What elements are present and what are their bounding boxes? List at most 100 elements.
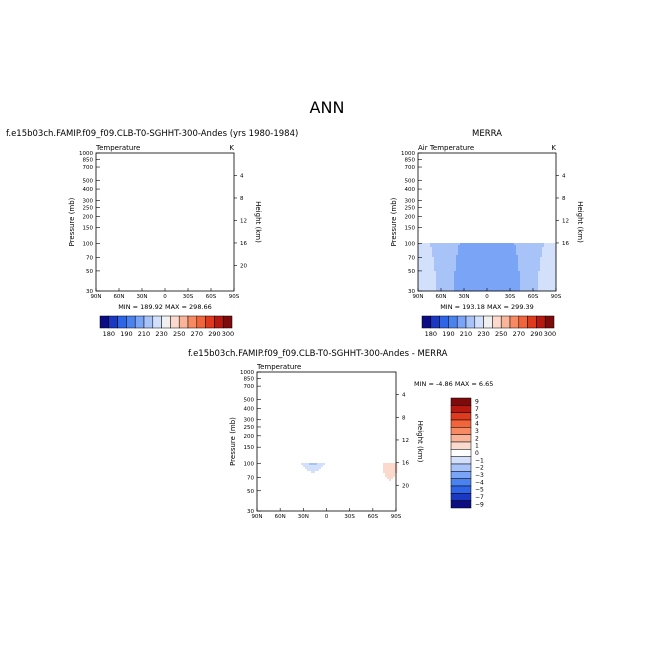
field-cell	[548, 269, 551, 272]
field-cell	[291, 487, 294, 490]
field-cell	[391, 469, 394, 472]
field-cell	[391, 463, 394, 466]
field-cell	[333, 479, 336, 482]
field-cell	[365, 473, 368, 476]
field-cell	[462, 249, 465, 252]
field-cell	[315, 463, 318, 466]
field-cell	[456, 259, 459, 262]
field-cell	[291, 481, 294, 484]
field-cell	[454, 271, 457, 274]
field-cell	[514, 287, 517, 290]
field-cell	[299, 493, 302, 496]
field-cell	[530, 255, 533, 258]
field-cell	[369, 465, 372, 468]
field-cell	[474, 275, 477, 278]
field-cell	[329, 503, 332, 506]
field-cell	[389, 503, 392, 506]
field-cell	[460, 249, 463, 252]
field-cell	[299, 467, 302, 470]
field-cell	[448, 247, 451, 250]
y2-tick-label: 8	[402, 415, 406, 421]
y-axis-label: Pressure (mb)	[229, 417, 237, 466]
field-cell	[548, 267, 551, 270]
field-cell	[335, 505, 338, 508]
field-cell	[482, 247, 485, 250]
field-cell	[335, 503, 338, 506]
field-cell	[476, 267, 479, 270]
field-cell	[323, 465, 326, 468]
field-cell	[470, 259, 473, 262]
field-cell	[305, 481, 308, 484]
field-cell	[369, 477, 372, 480]
field-cell	[542, 279, 545, 282]
field-cell	[418, 281, 421, 284]
field-cell	[546, 269, 549, 272]
field-cell	[283, 485, 286, 488]
field-cell	[319, 505, 322, 508]
field-cell	[550, 275, 553, 278]
field-cell	[534, 271, 537, 274]
field-cell	[532, 259, 535, 262]
y2-tick-label: 16	[240, 241, 247, 247]
field-cell	[422, 271, 425, 274]
field-cell	[430, 287, 433, 290]
field-cell	[381, 465, 384, 468]
field-cell	[508, 261, 511, 264]
field-cell	[351, 503, 354, 506]
field-cell	[542, 287, 545, 290]
field-cell	[349, 489, 352, 492]
field-cell	[522, 243, 525, 246]
field-cell	[327, 471, 330, 474]
field-cell	[341, 477, 344, 480]
field-cell	[468, 281, 471, 284]
field-cell	[512, 275, 515, 278]
field-cell	[313, 499, 316, 502]
field-cell	[387, 501, 390, 504]
field-cell	[269, 467, 272, 470]
field-cell	[387, 471, 390, 474]
x-tick-label: 60S	[528, 294, 539, 300]
field-cell	[267, 505, 270, 508]
field-cell	[444, 265, 447, 268]
field-cell	[383, 489, 386, 492]
field-cell	[500, 277, 503, 280]
field-cell	[261, 483, 264, 486]
field-cell	[444, 285, 447, 288]
field-cell	[313, 483, 316, 486]
field-cell	[452, 265, 455, 268]
field-cell	[271, 507, 274, 510]
field-cell	[546, 283, 549, 286]
field-cell	[468, 269, 471, 272]
field-cell	[371, 507, 374, 510]
field-cell	[482, 289, 485, 292]
field-cell	[263, 465, 266, 468]
field-cell	[313, 487, 316, 490]
field-cell	[484, 277, 487, 280]
field-cell	[345, 469, 348, 472]
field-cell	[440, 263, 443, 266]
field-cell	[432, 247, 435, 250]
field-cell	[424, 271, 427, 274]
field-cell	[534, 277, 537, 280]
field-cell	[508, 287, 511, 290]
field-cell	[480, 283, 483, 286]
field-cell	[285, 477, 288, 480]
field-cell	[271, 485, 274, 488]
field-cell	[444, 277, 447, 280]
field-cell	[327, 487, 330, 490]
field-cell	[333, 487, 336, 490]
field-cell	[440, 285, 443, 288]
field-cell	[277, 469, 280, 472]
field-cell	[257, 481, 260, 484]
field-cell	[391, 489, 394, 492]
field-cell	[496, 263, 499, 266]
field-cell	[472, 277, 475, 280]
field-cell	[438, 271, 441, 274]
field-cell	[522, 267, 525, 270]
field-cell	[285, 471, 288, 474]
field-cell	[327, 477, 330, 480]
field-cell	[466, 243, 469, 246]
field-cell	[476, 277, 479, 280]
field-cell	[540, 253, 543, 256]
field-cell	[478, 265, 481, 268]
